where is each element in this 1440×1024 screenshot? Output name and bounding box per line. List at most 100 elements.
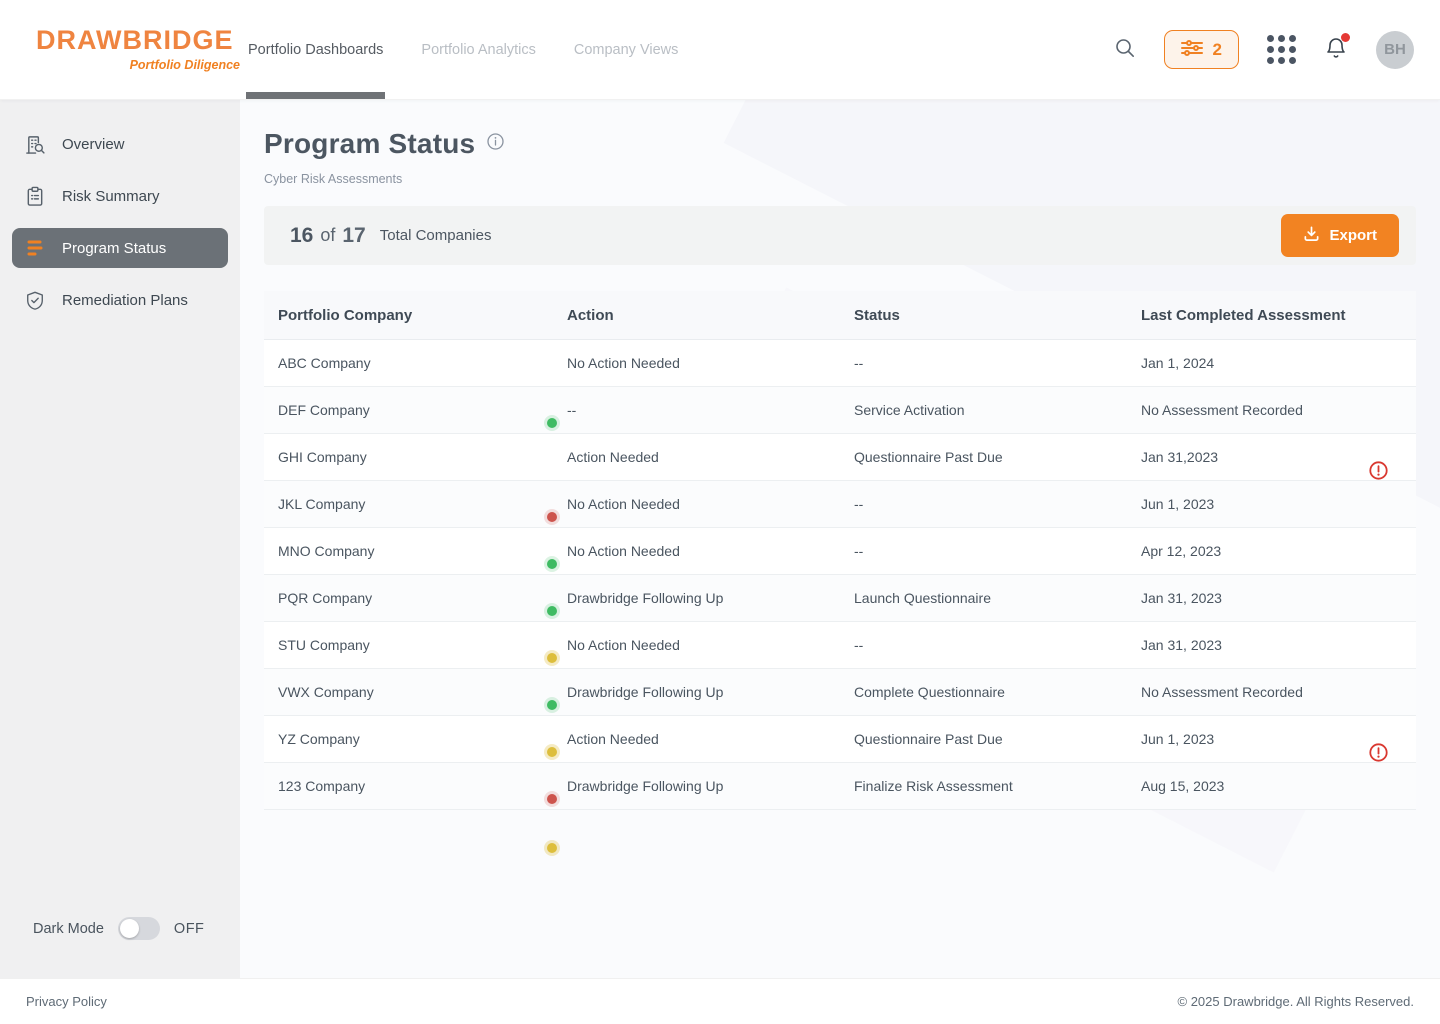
cell-last-assessment: Jan 31, 2023 [1141,590,1222,606]
cell-company: 123 Company [278,778,366,794]
sidebar-item-program-status[interactable]: Program Status [12,228,228,268]
cell-last-assessment: No Assessment Recorded [1141,684,1303,700]
header-actions: 2 BH [1114,30,1440,69]
sidebar-item-label: Remediation Plans [62,291,188,309]
action-text: Drawbridge Following Up [567,684,724,700]
table-row[interactable]: VWX Company Drawbridge Following Up Comple… [264,669,1416,716]
cell-status: -- [854,637,864,653]
cell-action: No Action Needed [547,481,840,527]
search-icon [1114,37,1136,62]
cell-last-assessment: Jan 1, 2024 [1141,355,1215,371]
cell-company: PQR Company [278,590,373,606]
table-body: ABC Company No Action Needed -- Jan 1, 2024… [264,340,1416,810]
dark-mode-row: Dark Mode OFF [0,917,240,978]
col-last-completed-assessment: Last Completed Assessment [1141,306,1346,324]
apps-button[interactable] [1267,35,1296,64]
notification-badge [1341,33,1350,42]
brand-logo[interactable]: DRAWBRIDGE Portfolio Diligence [0,25,240,73]
cell-company: YZ Company [278,731,360,747]
privacy-policy-link[interactable]: Privacy Policy [26,994,107,1009]
sidebar-item-risk-summary[interactable]: Risk Summary [12,176,228,216]
brand-name: DRAWBRIDGE [36,25,234,55]
cell-status: -- [854,496,864,512]
col-action: Action [567,306,614,324]
page-subtitle: Cyber Risk Assessments [264,172,403,186]
table-row[interactable]: STU Company No Action Needed -- Jan 31, 202… [264,622,1416,669]
alert-icon[interactable] [1369,743,1388,762]
summary-bar: 16 of 17 Total Companies Export [264,206,1416,265]
cell-action: -- [547,387,840,433]
tab-portfolio-analytics[interactable]: Portfolio Analytics [421,41,536,58]
cell-action: No Action Needed [547,528,840,574]
avatar[interactable]: BH [1376,30,1414,69]
main-content: Program Status Cyber Risk Assessments 16… [240,100,1440,978]
table-row[interactable]: PQR Company Drawbridge Following Up Launch… [264,575,1416,622]
brand-tagline: Portfolio Diligence [129,58,240,72]
alert-icon[interactable] [1369,461,1388,480]
program-status-table: Portfolio Company Action Status Last Com… [264,291,1416,870]
tab-company-views[interactable]: Company Views [573,41,679,58]
cell-last-assessment: Aug 15, 2023 [1141,778,1225,794]
cell-company: VWX Company [278,684,374,700]
table-row[interactable]: 123 Company Drawbridge Following Up Finali… [264,763,1416,810]
table-row[interactable]: DEF Company -- Service Activation No Assess… [264,387,1416,434]
cell-status: Service Activation [854,402,965,418]
action-text: No Action Needed [567,637,680,653]
col-status: Status [854,306,900,324]
sidebar: Overview Risk Summary Program Status Rem… [0,100,240,978]
companies-caption: Total Companies [379,227,492,244]
table-row[interactable]: MNO Company No Action Needed -- Apr 12, 202… [264,528,1416,575]
dark-mode-toggle[interactable] [117,917,160,940]
apps-grid-icon [1267,35,1296,64]
sidebar-item-overview[interactable]: Overview [12,124,228,164]
cell-company: ABC Company [278,355,371,371]
green-status-dot [547,700,557,710]
export-label: Export [1329,227,1377,244]
cell-action: No Action Needed [547,622,840,668]
table-header-row: Portfolio Company Action Status Last Com… [264,291,1416,340]
toggle-knob [119,919,139,938]
companies-count: 16 [290,223,314,247]
sidebar-item-label: Risk Summary [62,187,160,205]
cell-status: Questionnaire Past Due [854,449,1003,465]
cell-company: GHI Company [278,449,367,465]
sidebar-item-remediation-plans[interactable]: Remediation Plans [12,280,228,320]
cell-company: STU Company [278,637,370,653]
trailing-dot-row [264,810,1416,870]
table-row[interactable]: YZ Company Action Needed Questionnaire Pas… [264,716,1416,763]
cell-action: No Action Needed [553,340,840,386]
cell-action: Drawbridge Following Up [547,669,840,715]
cell-last-assessment: Jun 1, 2023 [1141,731,1215,747]
filter-button[interactable]: 2 [1163,30,1239,69]
download-icon [1303,225,1320,246]
cell-status: Complete Questionnaire [854,684,1005,700]
cell-status: -- [854,355,864,371]
red-status-dot [547,794,557,804]
table-row[interactable]: ABC Company No Action Needed -- Jan 1, 2024 [264,340,1416,387]
companies-total: 17 [342,223,366,247]
cell-company: DEF Company [278,402,370,418]
table-row[interactable]: JKL Company No Action Needed -- Jun 1, 2023 [264,481,1416,528]
action-text: No Action Needed [567,543,680,559]
cell-last-assessment: Apr 12, 2023 [1141,543,1222,559]
info-icon[interactable] [487,133,504,155]
cell-status: Finalize Risk Assessment [854,778,1013,794]
search-button[interactable] [1114,37,1136,62]
dark-mode-label: Dark Mode [33,920,104,937]
cell-company: JKL Company [278,496,366,512]
cell-last-assessment: Jan 31, 2023 [1141,637,1222,653]
green-status-dot [547,559,557,569]
bell-icon [1324,36,1348,63]
col-portfolio-company: Portfolio Company [278,306,413,324]
notifications-button[interactable] [1324,33,1350,63]
cell-last-assessment: No Assessment Recorded [1141,402,1303,418]
export-button[interactable]: Export [1281,214,1399,257]
page-footer: Privacy Policy © 2025 Drawbridge. All Ri… [0,978,1440,1024]
yellow-status-dot [547,843,557,853]
tab-portfolio-dashboards[interactable]: Portfolio Dashboards [245,0,386,99]
program-bars-icon [24,237,46,259]
action-text: -- [567,402,577,418]
cell-action: Action Needed [547,716,840,762]
copyright-text: © 2025 Drawbridge. All Rights Reserved. [1177,994,1414,1009]
table-row[interactable]: GHI Company Action Needed Questionnaire Pa… [264,434,1416,481]
